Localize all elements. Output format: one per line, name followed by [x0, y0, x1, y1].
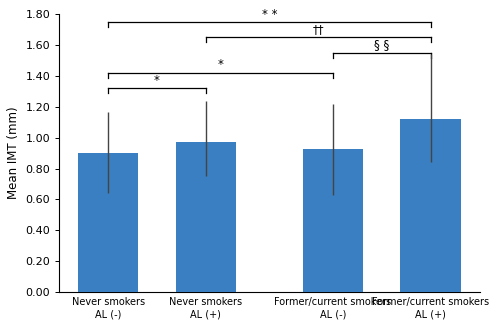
Text: *: * — [154, 74, 160, 87]
Text: ††: †† — [312, 23, 324, 36]
Bar — [78, 153, 138, 292]
Bar — [176, 142, 236, 292]
Text: * *: * * — [262, 7, 277, 21]
Y-axis label: Mean IMT (mm): Mean IMT (mm) — [7, 107, 20, 200]
Text: *: * — [218, 58, 224, 71]
Bar — [302, 149, 363, 292]
Text: § §: § § — [374, 38, 390, 52]
Bar — [400, 119, 461, 292]
